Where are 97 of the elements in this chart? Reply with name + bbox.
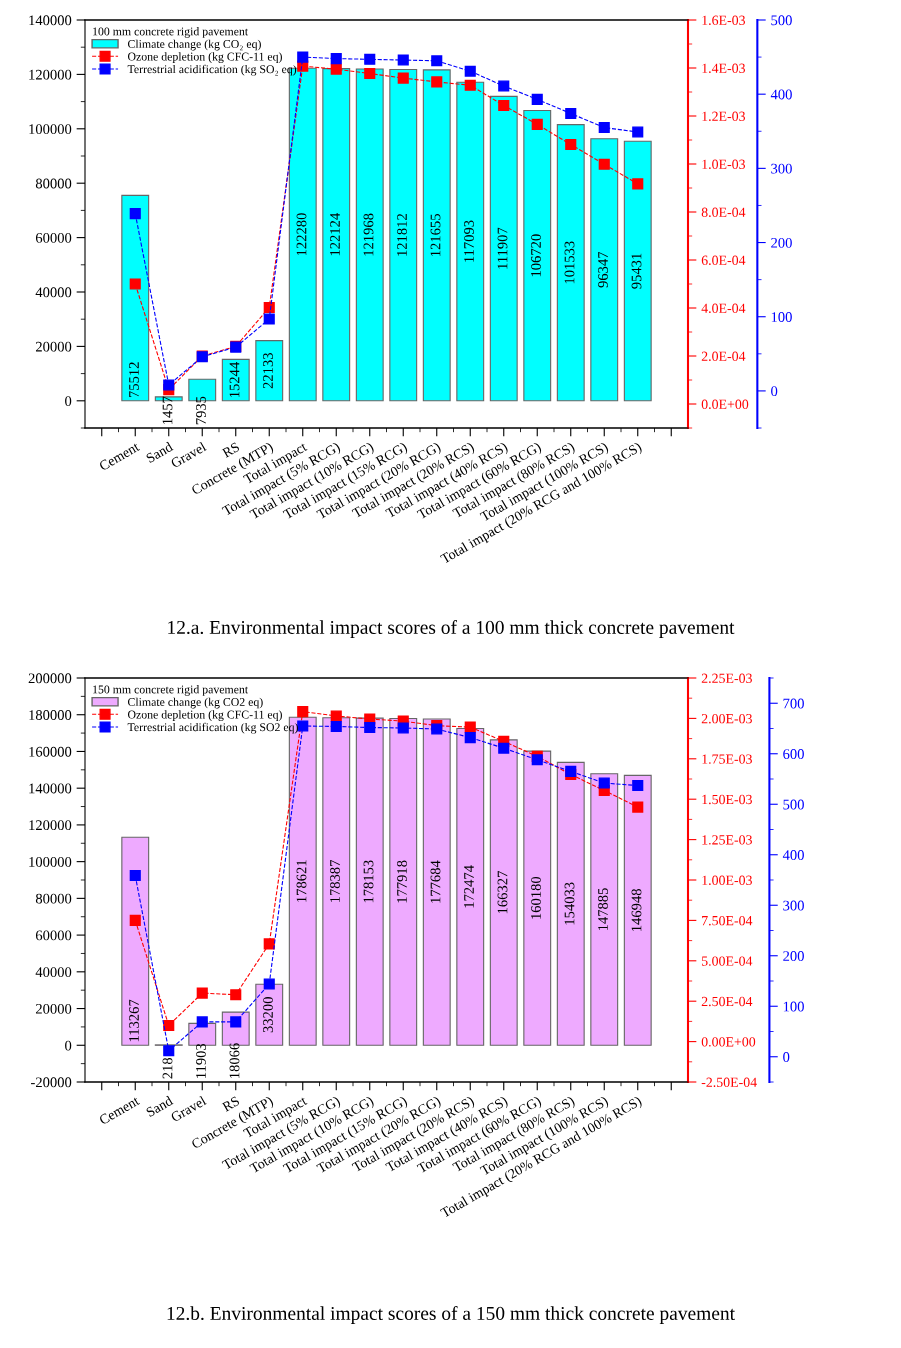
y2-tick-label: 1.00E-03 xyxy=(702,875,752,886)
data-label: 178387 xyxy=(330,860,340,903)
y3-tick-label: 500 xyxy=(771,15,792,26)
data-label: 178153 xyxy=(363,860,374,903)
data-label: 11903 xyxy=(196,1043,206,1078)
data-label: 101533 xyxy=(564,241,575,284)
y2-tick-label: 7.50E-04 xyxy=(702,915,753,926)
data-label: 121812 xyxy=(397,214,407,256)
y3-tick-label: 100 xyxy=(783,1001,804,1012)
y2-tick-label: 1.75E-03 xyxy=(702,754,752,764)
y3-tick-label: 200 xyxy=(783,951,804,961)
legend-label: Terrestrial acidification (kg SO2 eq) xyxy=(127,722,298,734)
y-tick-label: 180000 xyxy=(29,710,72,720)
y-tick-label: 20000 xyxy=(35,1003,72,1014)
data-label: 122280 xyxy=(296,213,307,256)
y2-tick-label: 0.00E+00 xyxy=(701,1037,756,1047)
y-tick-label: 40000 xyxy=(35,287,72,298)
y2-tick-label: 5.00E-04 xyxy=(702,956,753,966)
data-label: 154033 xyxy=(564,882,575,925)
data-label: 106720 xyxy=(531,234,541,277)
y-tick-label: 160000 xyxy=(29,746,72,757)
data-label: 147885 xyxy=(598,888,608,931)
y2-tick-label: 1.2E-03 xyxy=(702,111,746,122)
y2-tick-label: 1.50E-03 xyxy=(702,794,752,805)
data-label: 166327 xyxy=(497,871,508,914)
data-label: 18066 xyxy=(229,1043,240,1078)
y3-tick-label: 300 xyxy=(783,900,804,911)
data-label: 117093 xyxy=(464,220,474,262)
y2-tick-label: 1.0E-03 xyxy=(702,159,746,170)
y3-tick-label: 600 xyxy=(783,749,804,759)
x-tick-label: RS xyxy=(221,442,240,458)
data-label: 177684 xyxy=(430,860,441,903)
data-label: 96347 xyxy=(598,251,608,288)
legend-label: Ozone depletion (kg CFC-11 eq) xyxy=(127,710,282,721)
y2-tick-label: 0.0E+00 xyxy=(701,399,749,410)
legend-label: Climate change (kg CO₂ eq) xyxy=(127,39,261,51)
data-label: 111907 xyxy=(497,227,508,269)
y2-tick-label: -2.50E-04 xyxy=(701,1077,757,1088)
data-label: 218 xyxy=(162,1057,173,1079)
y-tick-label: 140000 xyxy=(29,15,72,26)
y-tick-label: 40000 xyxy=(35,967,72,978)
data-label: 122124 xyxy=(330,213,340,256)
y-tick-label: 120000 xyxy=(29,69,72,80)
y3-tick-label: 500 xyxy=(783,799,804,810)
y-tick-label: 140000 xyxy=(29,783,72,794)
y-tick-label: 200000 xyxy=(28,673,72,684)
y2-tick-label: 2.50E-04 xyxy=(701,996,753,1007)
data-label: 22133 xyxy=(263,353,273,389)
data-label: 146948 xyxy=(631,889,642,931)
legend-title: 150 mm concrete rigid pavement xyxy=(93,685,249,696)
text: 12.a. Environmental impact scores of a 100 mm thick concrete pavement xyxy=(168,620,735,638)
y3-tick-label: 300 xyxy=(771,163,792,174)
data-label: 177918 xyxy=(397,860,407,903)
data-label: 113267 xyxy=(129,999,139,1042)
y2-tick-label: 2.25E-03 xyxy=(701,673,752,684)
data-label: 15244 xyxy=(229,362,240,398)
y2-tick-label: 8.0E-04 xyxy=(701,207,746,218)
data-label: 75512 xyxy=(129,362,139,398)
y3-tick-label: 0 xyxy=(783,1052,790,1062)
y-tick-label: 60000 xyxy=(35,232,72,243)
text: 12.b. Environmental impact scores of a 150 mm thick concrete pavement xyxy=(167,1306,735,1324)
x-tick-label: RS xyxy=(221,1096,240,1112)
legend-title: 100 mm concrete rigid pavement xyxy=(93,27,249,38)
y-tick-label: 80000 xyxy=(35,893,72,904)
data-label: 121968 xyxy=(363,213,374,256)
y2-tick-label: 1.25E-03 xyxy=(702,835,752,845)
data-label: 7935 xyxy=(196,396,206,425)
y2-tick-label: 4.0E-04 xyxy=(701,303,746,314)
y3-tick-label: 400 xyxy=(770,89,792,100)
y-tick-label: -20000 xyxy=(31,1077,72,1088)
y3-tick-label: 200 xyxy=(771,237,792,248)
y2-tick-label: 6.0E-04 xyxy=(701,255,746,266)
y-tick-label: 0 xyxy=(65,1040,72,1051)
data-label: 95431 xyxy=(631,253,642,289)
y-tick-label: 100000 xyxy=(29,857,72,867)
data-label: 121655 xyxy=(430,214,441,256)
data-label: 160180 xyxy=(531,876,541,919)
y3-tick-label: 700 xyxy=(783,698,804,709)
data-label: 33200 xyxy=(263,997,273,1033)
y-tick-label: 100000 xyxy=(29,124,72,134)
y2-tick-label: 2.0E-04 xyxy=(701,351,746,362)
y2-tick-label: 1.6E-03 xyxy=(702,15,746,26)
y-tick-label: 0 xyxy=(65,396,72,406)
data-label: 1457 xyxy=(162,396,173,424)
y-tick-label: 80000 xyxy=(35,178,72,189)
y-tick-label: 20000 xyxy=(35,341,72,352)
data-label: 178621 xyxy=(296,860,307,902)
y3-tick-label: 400 xyxy=(782,850,804,860)
legend-label: Climate change (kg CO2 eq) xyxy=(127,697,263,709)
y-tick-label: 120000 xyxy=(29,820,72,831)
y2-tick-label: 1.4E-03 xyxy=(702,63,746,74)
y-tick-label: 60000 xyxy=(35,930,72,941)
y3-tick-label: 0 xyxy=(771,386,778,397)
legend-label: Ozone depletion (kg CFC-11 eq) xyxy=(127,52,282,63)
data-label: 172474 xyxy=(464,865,474,908)
y3-tick-label: 100 xyxy=(771,312,792,322)
y2-tick-label: 2.00E-03 xyxy=(701,713,752,724)
